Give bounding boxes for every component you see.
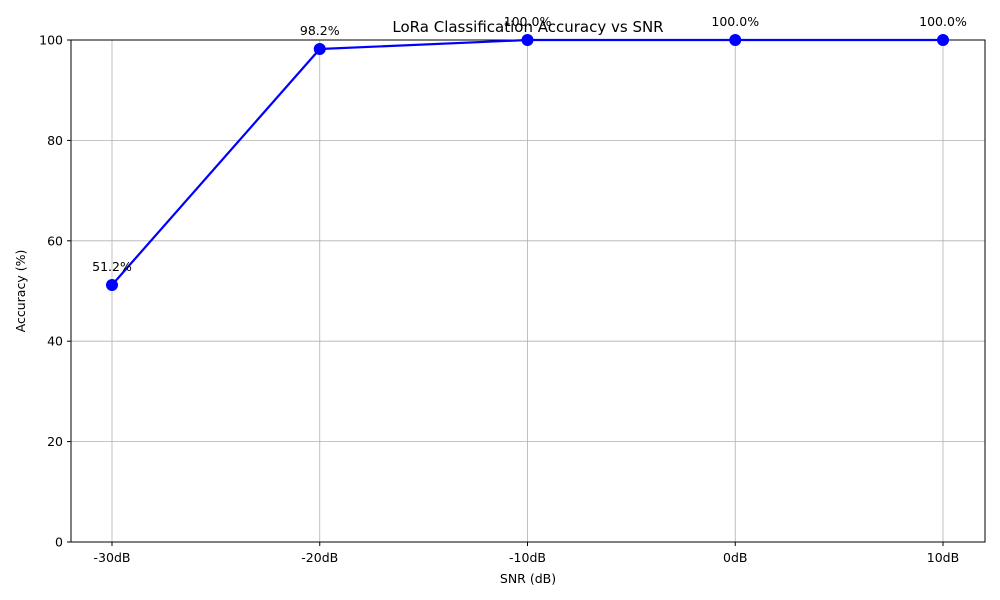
x-tick-label: -30dB [94,550,131,565]
data-point [729,34,742,46]
x-tick-label: -20dB [301,550,338,565]
axes [67,39,986,546]
series-layer [106,34,949,291]
data-point [106,278,118,291]
data-label: 100.0% [711,14,759,29]
y-axis-label: Accuracy (%) [13,250,28,333]
tick-labels: -30dB -20dB -10dB 0dB 10dB 0 20 40 60 80 100 [39,33,959,566]
y-tick-label: 80 [47,133,63,148]
y-tick-label: 60 [47,233,63,248]
grid-lines [71,39,985,543]
y-tick-label: 100 [39,33,63,48]
data-point [521,34,534,46]
y-tick-label: 40 [47,334,63,349]
data-label: 100.0% [504,14,552,29]
data-point [313,43,326,56]
plot-frame [70,39,986,543]
data-labels: 51.2% 98.2% 100.0% 100.0% 100.0% [92,14,967,274]
data-point [937,34,949,46]
x-tick-label: -10dB [509,550,546,565]
data-label: 100.0% [919,14,967,29]
data-label: 51.2% [92,259,132,274]
x-tick-label: 0dB [723,550,747,565]
y-tick-label: 0 [55,535,63,550]
data-label: 98.2% [300,23,340,38]
chart-title: LoRa Classification Accuracy vs SNR [392,18,663,36]
y-tick-label: 20 [47,434,63,449]
x-axis-label: SNR (dB) [500,571,556,586]
x-tick-label: 10dB [927,550,959,565]
